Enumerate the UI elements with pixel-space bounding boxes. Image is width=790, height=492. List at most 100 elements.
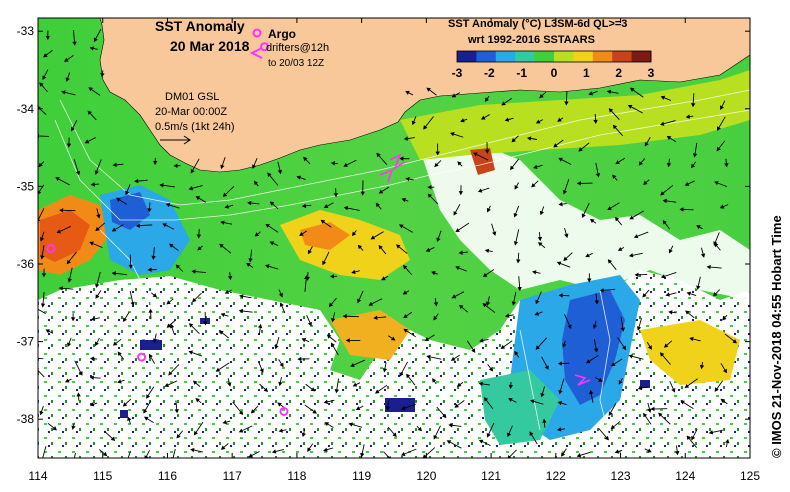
current-vector-head: [621, 345, 627, 351]
current-vector-head: [458, 191, 464, 196]
current-vector-head: [222, 192, 228, 198]
current-vector-head: [405, 176, 410, 182]
current-vector-head: [482, 303, 487, 308]
current-vector-head: [589, 389, 594, 395]
current-vector-head: [593, 348, 599, 353]
current-vector-head: [343, 205, 349, 211]
current-vector-head: [647, 408, 652, 413]
current-vector-head: [458, 250, 463, 255]
current-vector-head: [76, 392, 81, 397]
current-vector-head: [355, 406, 361, 410]
bathymetry-contours: [54, 89, 750, 441]
current-vector-head: [162, 223, 167, 228]
current-vector-head: [585, 253, 590, 258]
current-vector-head: [122, 402, 128, 407]
current-vector-head: [558, 293, 563, 298]
current-vector-head: [148, 308, 153, 313]
current-vector-head: [307, 321, 312, 327]
current-vector-head: [720, 398, 725, 403]
current-vector-head: [535, 119, 541, 124]
current-vector-head: [732, 339, 737, 344]
current-vector-head: [392, 432, 397, 438]
current-vector-head: [659, 352, 665, 357]
x-tick-label: 117: [223, 469, 242, 483]
current-vector-head: [248, 453, 253, 458]
argo-float-marker: [279, 406, 289, 416]
current-vector-head: [535, 345, 540, 350]
current-vector-head: [724, 163, 729, 168]
current-vector-head: [102, 451, 108, 457]
current-vector-head: [722, 368, 727, 374]
current-vector-head: [195, 196, 201, 201]
current-vector-head: [403, 264, 408, 270]
cool-anomaly-east-light: [480, 370, 560, 445]
current-vector-head: [607, 206, 612, 211]
colorbar-segment: [612, 51, 633, 62]
current-vector-head: [471, 348, 476, 353]
current-vector-head: [402, 290, 408, 295]
current-vector-head: [607, 259, 613, 264]
current-vector-head: [455, 265, 460, 271]
current-vector-head: [484, 149, 490, 154]
current-vector-head: [254, 232, 260, 237]
current-vector-head: [378, 244, 383, 250]
cold-fleck: [140, 340, 162, 350]
current-vector-head: [66, 143, 72, 148]
cold-fleck: [120, 410, 128, 418]
current-vector-head: [152, 338, 158, 343]
x-tick-label: 119: [352, 469, 371, 483]
current-vector-head: [636, 326, 642, 331]
current-vector-head: [647, 448, 652, 453]
current-vector-head: [65, 77, 70, 82]
current-vector-head: [532, 270, 537, 275]
current-vector-head: [112, 162, 117, 168]
current-vector-head: [193, 430, 198, 436]
current-vector-head: [586, 359, 591, 364]
current-vector-head: [663, 343, 669, 348]
colorbar: [456, 50, 652, 63]
current-vector-head: [457, 161, 462, 166]
current-vector-head: [312, 409, 317, 414]
current-vector-head: [403, 328, 408, 333]
x-tick-label: 125: [740, 469, 760, 483]
current-vector-head: [400, 451, 406, 456]
current-vector-head: [533, 164, 538, 169]
current-vector-head: [456, 382, 462, 387]
current-vector-head: [540, 392, 545, 398]
x-tick-label: 115: [93, 469, 112, 483]
current-vector-head: [72, 41, 77, 46]
current-vector-head: [634, 272, 639, 277]
current-vector-head: [614, 449, 620, 454]
x-tick-label: 118: [287, 469, 306, 483]
current-vector-head: [448, 423, 453, 428]
current-vector-head: [593, 119, 598, 124]
current-vector-head: [135, 223, 141, 228]
current-vector-head: [143, 416, 149, 421]
colorbar-tick-label: 2: [615, 66, 622, 80]
current-vector-head: [382, 368, 388, 373]
current-vector-head: [513, 241, 519, 246]
current-vector-head: [123, 317, 128, 323]
current-vector-head: [279, 362, 284, 368]
current-vector-head: [589, 218, 595, 224]
current-vector-head: [689, 336, 694, 342]
colorbar-ticks: -3 -2 -1 0 1 2 3: [452, 66, 655, 80]
current-vector-head: [716, 146, 721, 152]
current-vector-head: [258, 323, 263, 329]
current-vector-head: [526, 136, 532, 141]
current-vector-head: [557, 401, 563, 406]
warm-anomaly-east-band: [400, 70, 750, 160]
current-vector-head: [89, 402, 95, 407]
current-vector-head: [174, 409, 179, 414]
colorbar-segment: [457, 51, 477, 62]
current-vector-head: [706, 264, 711, 270]
current-vector-head: [501, 101, 506, 106]
current-vector-head: [666, 162, 672, 168]
current-vector-head: [125, 461, 128, 464]
current-vector-head: [660, 121, 665, 126]
current-vector-head: [71, 425, 76, 430]
current-vector-head: [508, 384, 514, 390]
current-vector-head: [395, 244, 401, 249]
current-vector-head: [399, 156, 404, 161]
